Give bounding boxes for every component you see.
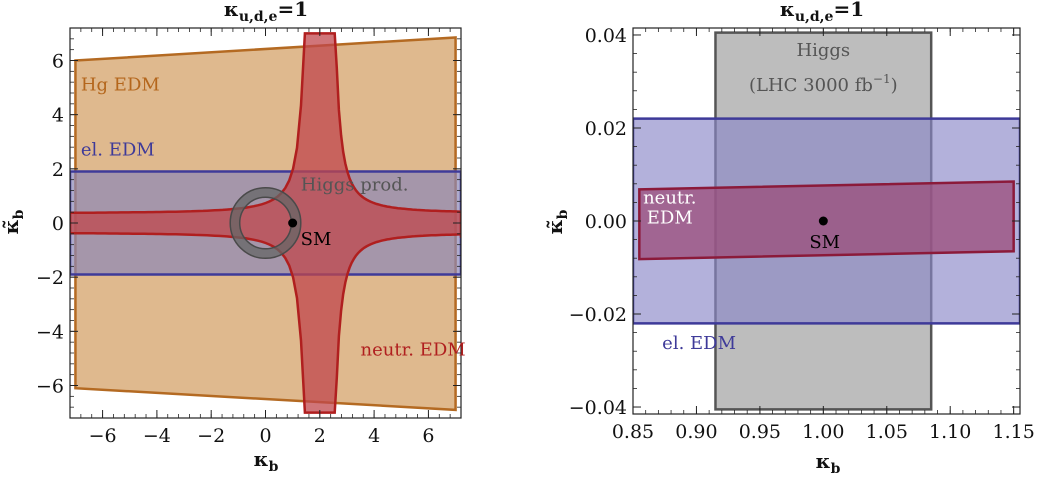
x-tick-label: 2 [314, 425, 326, 447]
y-tick-label: 2 [52, 159, 64, 181]
chart-title: κu,d,e=1 [780, 0, 864, 25]
chart-title-sub: u,d,e [795, 9, 834, 25]
x-tick-label: 0 [259, 425, 271, 447]
chart-title-rest: =1 [277, 0, 308, 21]
annotation-label: neutr. EDM [361, 340, 466, 361]
y-tick-label: 4 [52, 105, 64, 127]
annotation-label: el. EDM [81, 139, 155, 160]
y-tick-label: 0.04 [585, 25, 627, 47]
x-tick-label: −4 [143, 425, 171, 447]
sm-label: SM [301, 229, 332, 250]
y-tick-label: 0.02 [585, 118, 627, 140]
annotation-close: ) [891, 75, 898, 96]
y-tick-label: −6 [36, 376, 64, 398]
x-tick-label: 6 [422, 425, 434, 447]
y-tick-label: 6 [52, 51, 64, 73]
annotation-label: Higgs prod. [301, 175, 409, 196]
sm-label: SM [809, 232, 840, 253]
x-tick-label: 1.05 [866, 421, 908, 443]
x-axis-label-sub: b [269, 459, 279, 475]
y-tick-label: 0 [52, 213, 64, 235]
annotation-label: Hg EDM [81, 74, 160, 95]
annotation-label: EDM [647, 207, 693, 228]
x-axis-label: κb [254, 447, 279, 475]
y-axis-label: κ̃b [0, 209, 27, 234]
y-axis-label-sub: b [11, 209, 27, 219]
y-axis-label: κ̃b [543, 209, 571, 234]
y-tick-label: −4 [36, 321, 64, 343]
x-tick-label: −2 [197, 425, 225, 447]
x-axis-label-sub: b [831, 461, 841, 477]
x-tick-label: 1.00 [802, 421, 844, 443]
annotation-label: (LHC 3000 fb−1) [749, 72, 898, 96]
y-tick-label: −0.04 [569, 397, 627, 419]
panel-2: 0.85 0.90 0.95 1.00 1.05 1.10 1.15 −0.04 −0.02 0.… [543, 0, 1035, 477]
x-tick-label: 0.95 [739, 421, 781, 443]
x-axis-label: κb [816, 449, 841, 477]
x-tick-label: −6 [89, 425, 117, 447]
chart-title-rest: =1 [833, 0, 864, 21]
sm-point [818, 216, 828, 226]
x-tick-label: 0.90 [675, 421, 717, 443]
annotation-label: neutr. [643, 187, 696, 208]
annotation-sup: −1 [873, 72, 891, 86]
panel-1: −6 −4 −2 0 2 4 6 −6 −4 −2 0 2 4 6 Hg EDM el. EDM Higgs p… [0, 0, 466, 475]
sm-point [288, 218, 298, 228]
chart-title: κu,d,e=1 [224, 0, 308, 25]
chart-title-sub: u,d,e [239, 9, 278, 25]
plot-area [70, 32, 461, 414]
annotation-label: Higgs [796, 40, 850, 61]
y-axis-label-sub: b [555, 209, 571, 219]
x-tick-label: 1.15 [992, 421, 1034, 443]
x-tick-label: 4 [368, 425, 380, 447]
y-tick-label: −2 [36, 267, 64, 289]
y-tick-label: −0.02 [569, 304, 627, 326]
x-tick-label: 1.10 [929, 421, 971, 443]
annotation-label: el. EDM [662, 333, 736, 354]
x-tick-label: 0.85 [612, 421, 654, 443]
y-tick-label: 0.00 [585, 211, 627, 233]
